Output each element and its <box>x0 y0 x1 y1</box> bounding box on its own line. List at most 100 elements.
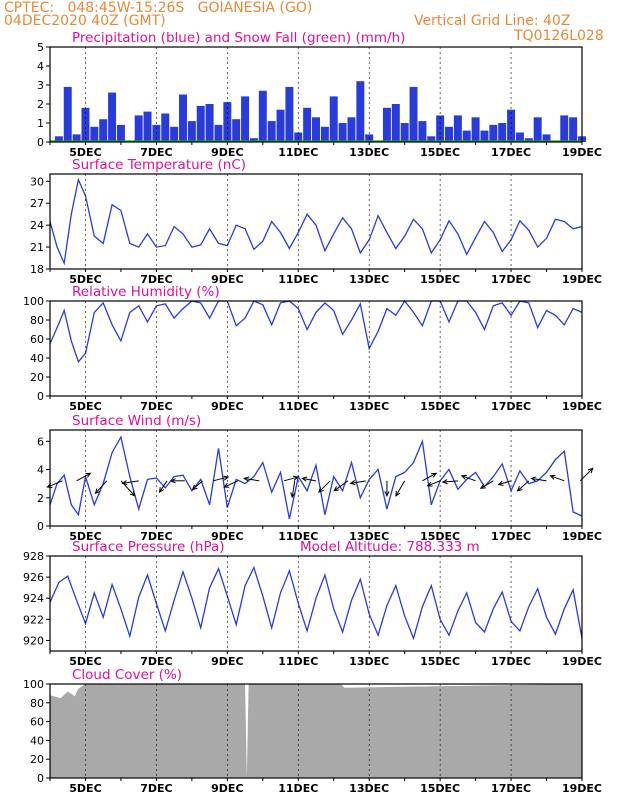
precip-bar <box>347 117 356 142</box>
wind-vector <box>442 480 458 483</box>
y-tick-label: 60 <box>30 333 44 346</box>
precip-bar <box>116 124 125 142</box>
wind-vector <box>95 480 108 494</box>
y-tick-label: 922 <box>23 613 44 626</box>
wind-vector-head <box>479 483 486 489</box>
precip-bar <box>187 121 196 142</box>
x-tick-label: 11DEC <box>278 655 318 668</box>
panel-1-series-line <box>49 177 583 266</box>
header-station: CPTEC: 048:45W-15:26S GOIANESIA (GO) <box>4 0 313 16</box>
y-tick-label: 80 <box>30 314 44 327</box>
precip-bar <box>196 105 205 142</box>
y-tick-label: 1 <box>37 117 44 130</box>
x-tick-label: 7DEC <box>140 782 172 795</box>
precip-bar <box>205 104 214 142</box>
x-tick-label: 11DEC <box>278 273 318 286</box>
wind-vector <box>224 480 239 488</box>
x-tick-label: 9DEC <box>211 273 243 286</box>
panel-1-frame <box>49 173 583 270</box>
panel-4-annotation: Model Altitude: 788.333 m <box>300 539 480 555</box>
x-tick-label: 19DEC <box>562 782 602 795</box>
x-tick-label: 11DEC <box>278 530 318 543</box>
panel-2-title: Relative Humidity (%) <box>72 284 220 300</box>
wind-vector <box>213 476 229 482</box>
precip-bar <box>232 119 241 142</box>
x-tick-label: 5DEC <box>69 655 101 668</box>
precip-bar <box>161 113 170 142</box>
header-grid-note: Vertical Grid Line: 40Z <box>414 13 571 29</box>
wind-vector-head <box>587 467 594 474</box>
wind-vector <box>333 480 349 492</box>
y-tick-label: 18 <box>30 263 44 276</box>
wind-vector <box>302 477 317 482</box>
x-tick-label: 13DEC <box>349 782 389 795</box>
panel-4-title: Surface Pressure (hPa) <box>72 539 225 555</box>
wind-vector-head <box>530 476 537 482</box>
wind-vector <box>244 477 260 482</box>
panel-5-title: Cloud Cover (%) <box>72 667 182 683</box>
y-tick-label: 2 <box>37 492 44 505</box>
precip-bar <box>533 117 542 142</box>
x-tick-label: 17DEC <box>491 782 531 795</box>
precip-bar <box>312 117 320 142</box>
precip-bar <box>569 117 578 142</box>
y-tick-label: 24 <box>30 219 44 232</box>
y-tick-label: 4 <box>37 60 44 73</box>
wind-vector-head <box>426 481 433 487</box>
x-tick-label: 17DEC <box>491 400 531 413</box>
wind-vector-head <box>121 480 128 486</box>
precip-bar <box>276 109 285 142</box>
y-tick-label: 0 <box>37 772 44 785</box>
precip-bar <box>99 119 108 142</box>
wind-vector-head <box>169 478 176 484</box>
x-tick-label: 13DEC <box>349 146 389 159</box>
wind-vector-head <box>129 490 136 497</box>
y-tick-label: 20 <box>30 753 44 766</box>
wind-vector-head <box>94 488 101 495</box>
wind-vector-head <box>431 472 438 478</box>
wind-vector <box>192 480 203 490</box>
header-run-code: TQ0126L028 <box>514 28 604 44</box>
panel-3-title: Surface Wind (m/s) <box>72 413 201 429</box>
y-tick-label: 20 <box>30 371 44 384</box>
panel-4-series-line <box>49 565 583 641</box>
precip-bar <box>329 96 338 142</box>
wind-vector <box>291 480 296 498</box>
x-tick-label: 13DEC <box>349 530 389 543</box>
panel-3-series-line <box>49 435 583 520</box>
y-tick-label: 100 <box>23 678 44 691</box>
wind-vector-head <box>223 475 230 481</box>
wind-vector-head <box>333 486 340 492</box>
wind-vector-head <box>292 475 299 481</box>
wind-vector-head <box>549 474 556 480</box>
y-tick-label: 80 <box>30 697 44 710</box>
precip-bar <box>303 107 312 142</box>
x-tick-label: 11DEC <box>278 400 318 413</box>
wind-vector <box>159 480 168 493</box>
panel-0-title: Precipitation (blue) and Snow Fall (gree… <box>72 30 405 46</box>
precip-bar <box>170 126 179 142</box>
panel-2-series-line <box>49 299 583 364</box>
precip-bar <box>241 96 250 142</box>
precip-bar <box>400 123 409 142</box>
precip-bar <box>81 107 90 142</box>
x-tick-label: 17DEC <box>491 273 531 286</box>
wind-vector <box>395 480 406 497</box>
x-tick-label: 5DEC <box>69 530 101 543</box>
x-tick-label: 9DEC <box>211 146 243 159</box>
x-tick-label: 13DEC <box>349 273 389 286</box>
precip-bar <box>249 138 258 142</box>
x-tick-label: 5DEC <box>69 400 101 413</box>
x-tick-label: 7DEC <box>140 273 172 286</box>
wind-vector <box>350 480 366 484</box>
y-tick-label: 924 <box>23 592 44 605</box>
y-tick-label: 27 <box>30 197 44 210</box>
x-tick-label: 19DEC <box>562 530 602 543</box>
wind-vector <box>461 475 476 482</box>
x-tick-label: 19DEC <box>562 655 602 668</box>
wind-vector-head <box>318 487 324 493</box>
wind-vector <box>122 480 139 484</box>
x-tick-label: 15DEC <box>420 782 460 795</box>
x-tick-label: 7DEC <box>140 146 172 159</box>
precip-bar <box>143 111 152 142</box>
